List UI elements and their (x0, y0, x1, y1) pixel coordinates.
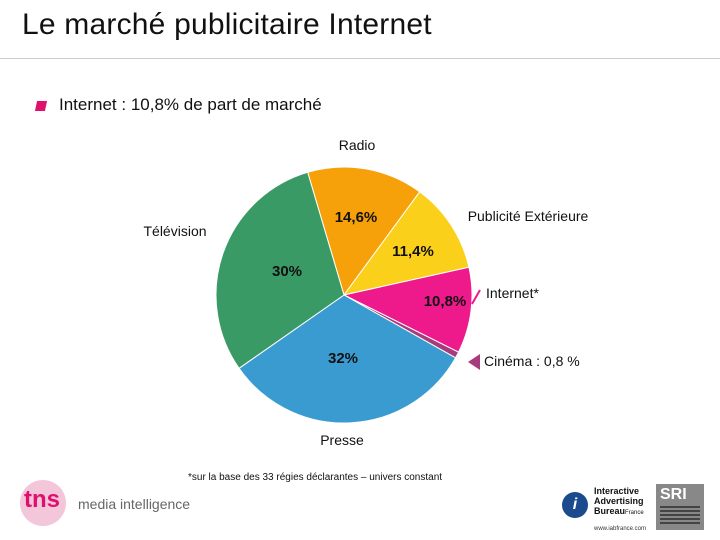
slice-name-label-3: Cinéma : 0,8 % (484, 353, 580, 369)
pie-slice-1 (342, 191, 470, 296)
slice-name-label-0: Radio (339, 137, 376, 153)
slice-name-label-4: Presse (320, 432, 364, 448)
iab-line-1: Interactive (594, 486, 640, 496)
pie-slice-5 (215, 171, 345, 369)
iab-line-3-main: Bureau (594, 506, 626, 516)
slice-name-label-2: Internet* (486, 285, 539, 301)
slice-value-label-5: 30% (272, 263, 302, 280)
tns-tagline: media intelligence (78, 496, 191, 512)
chart-subtitle: Internet : 10,8% de part de marché (59, 95, 322, 114)
sri-logo: SRI (656, 484, 704, 530)
iab-info-icon: i (562, 492, 588, 518)
iab-line-3-suffix: France (625, 510, 644, 516)
iab-logo-text: Interactive Advertising BureauFrance (594, 486, 654, 518)
slice-pointer-3 (468, 354, 480, 370)
slice-name-label-1: Publicité Extérieure (468, 208, 589, 224)
slice-value-label-0: 14,6% (335, 209, 378, 226)
slice-leader-2 (471, 289, 481, 305)
sri-logo-pattern (660, 506, 700, 526)
pie-chart: 14,6% Radio 11,4% Publicité Extérieure 10,8%… (143, 137, 589, 448)
pie-slice-0 (307, 166, 421, 297)
slice-value-label-2: 10,8% (424, 293, 467, 310)
iab-line-3: BureauFrance (594, 506, 654, 518)
footnote: *sur la base des 33 régies déclarantes –… (188, 472, 443, 483)
pie-slice-2 (342, 266, 473, 353)
sri-logo-text: SRI (660, 486, 687, 503)
slice-value-label-1: 11,4% (392, 243, 434, 260)
slice-name-label-5: Télévision (143, 223, 206, 239)
pie-slice-4 (238, 294, 457, 424)
iab-line-2: Advertising (594, 496, 644, 506)
tns-logo-circle (20, 480, 66, 526)
iab-url: www.iabfrance.com (594, 526, 647, 532)
tns-logo-text: tns (24, 486, 60, 513)
page-title: Le marché publicitaire Internet (22, 8, 432, 41)
title-divider (0, 58, 720, 59)
slice-value-label-4: 32% (328, 350, 358, 367)
